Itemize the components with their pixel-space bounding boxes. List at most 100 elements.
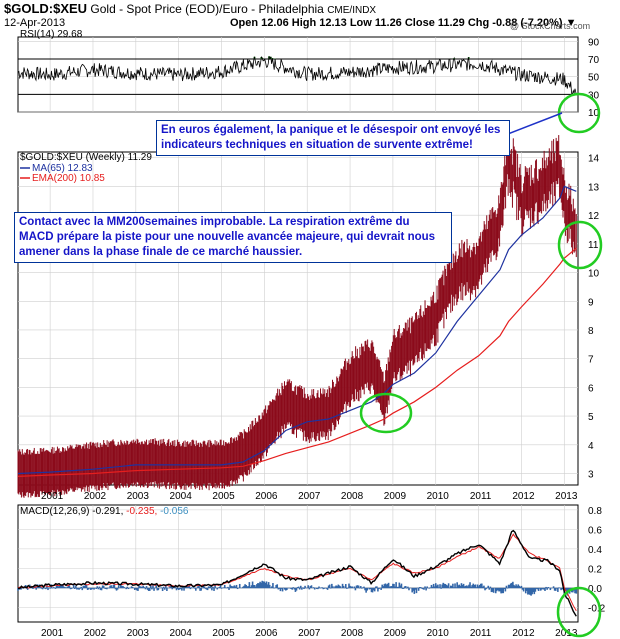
macd-histogram-bar (459, 585, 462, 589)
annotation-arrow (499, 112, 563, 138)
macd-histogram-bar (395, 582, 397, 589)
macd-histogram-bar (406, 587, 408, 589)
macd-histogram-bar (183, 587, 185, 591)
x-tick-label-bottom: 2009 (384, 628, 407, 639)
macd-histogram-bar (126, 586, 129, 589)
macd-histogram-bar (185, 586, 187, 589)
macd-histogram-bar (81, 587, 84, 591)
macd-histogram-bar (287, 587, 289, 589)
macd-histogram-bar (77, 587, 79, 590)
price-tick-label: 9 (588, 297, 594, 308)
macd-histogram-bar (574, 587, 576, 594)
macd-histogram-bar (148, 587, 151, 591)
macd-histogram-bar (110, 585, 112, 589)
macd-histogram-bar (500, 587, 502, 594)
macd-histogram-bar (65, 587, 68, 589)
macd-histogram-bar (284, 587, 287, 591)
rsi-tick-label: 90 (588, 37, 600, 48)
macd-histogram-bar (380, 587, 382, 590)
macd-histogram-bar (378, 587, 380, 590)
macd-histogram-bar (548, 587, 551, 589)
macd-histogram-bar (503, 587, 506, 590)
macd-histogram-bar (470, 586, 472, 589)
macd-histogram-bar (464, 585, 467, 589)
macd-histogram-bar (246, 586, 249, 589)
macd-tick-label: 0.6 (588, 525, 602, 536)
macd-histogram-bar (349, 585, 351, 589)
macd-histogram-bar (518, 585, 521, 589)
macd-histogram-bar (291, 587, 294, 590)
macd-histogram-bar (449, 585, 452, 589)
macd-histogram-bar (212, 586, 214, 589)
macd-histogram-bar (475, 587, 478, 589)
macd-histogram-bar (210, 586, 212, 589)
macd-histogram-bar (473, 584, 476, 589)
macd-histogram-bar (444, 583, 447, 589)
macd-histogram-bar (252, 585, 255, 589)
macd-histogram-bar (225, 587, 227, 589)
macd-line (17, 529, 577, 617)
price-tick-label: 8 (588, 326, 594, 337)
macd-histogram-bar (175, 587, 178, 591)
macd-histogram-bar (502, 587, 505, 594)
macd-histogram-bar (553, 587, 556, 591)
macd-histogram-bar (386, 583, 389, 589)
macd-histogram-bar (85, 584, 88, 589)
ohlc-readout: Open 12.06 High 12.13 Low 11.26 Close 11… (230, 17, 577, 29)
macd-histogram-bar (371, 587, 374, 593)
macd-histogram-bar (78, 587, 80, 590)
macd-histogram-bar (397, 586, 400, 589)
macd-histogram-bar (382, 586, 385, 589)
macd-histogram-bar (336, 586, 339, 589)
rsi-highlight-circle (557, 92, 601, 134)
macd-histogram-bar (161, 587, 164, 592)
macd-histogram-bar (363, 586, 365, 589)
macd-histogram-bar (325, 587, 328, 589)
macd-histogram-bar (165, 585, 167, 589)
macd-histogram-bar (347, 587, 349, 589)
macd-histogram-bar (478, 584, 481, 589)
macd-histogram-bar (43, 587, 46, 589)
macd-histogram-bar (26, 587, 29, 590)
macd-histogram-bar (501, 587, 503, 594)
macd-histogram-bar (515, 584, 517, 589)
ma65-line (17, 185, 577, 475)
macd-histogram-bar (439, 584, 441, 589)
macd-histogram-bar (442, 582, 445, 589)
macd-histogram-bar (151, 587, 153, 590)
macd-histogram-bar (67, 585, 70, 589)
macd-histogram-bar (334, 586, 336, 589)
macd-histogram-bar (323, 587, 326, 589)
macd-histogram-bar (52, 587, 55, 589)
macd-histogram-bar (238, 583, 241, 589)
macd-histogram-bar (482, 586, 484, 589)
macd-histogram-bar (549, 587, 552, 591)
x-tick-label-top: 2004 (170, 491, 193, 502)
macd-histogram-bar (98, 586, 101, 589)
macd-histogram-bar (139, 586, 141, 589)
macd-histogram-bar (35, 587, 38, 590)
macd-histogram-bar (280, 587, 283, 589)
macd-histogram-bar (92, 587, 94, 589)
macd-histogram-bar (401, 587, 404, 589)
price-legend-main: $GOLD:$XEU (Weekly) 11.29 (20, 152, 152, 163)
macd-histogram-bar (173, 586, 176, 589)
macd-histogram-bar (396, 586, 398, 589)
macd-histogram-bar (93, 587, 95, 590)
macd-histogram-bar (250, 585, 253, 589)
macd-histogram-bar (137, 587, 139, 591)
macd-histogram-bar (487, 585, 490, 589)
macd-histogram-bar (97, 587, 100, 590)
macd-histogram-bar (446, 585, 449, 589)
macd-histogram-bar (73, 587, 76, 589)
ema200-line (17, 247, 577, 477)
macd-histogram-bar (355, 585, 358, 589)
macd-histogram-bar (123, 586, 125, 589)
macd-histogram-bar (109, 585, 111, 589)
macd-histogram-bar (537, 587, 540, 591)
macd-histogram-bar (141, 586, 144, 589)
macd-histogram-bar (354, 587, 357, 591)
macd-histogram-bar (403, 586, 406, 589)
macd-histogram-bar (499, 587, 501, 592)
macd-histogram-bar (96, 586, 99, 589)
